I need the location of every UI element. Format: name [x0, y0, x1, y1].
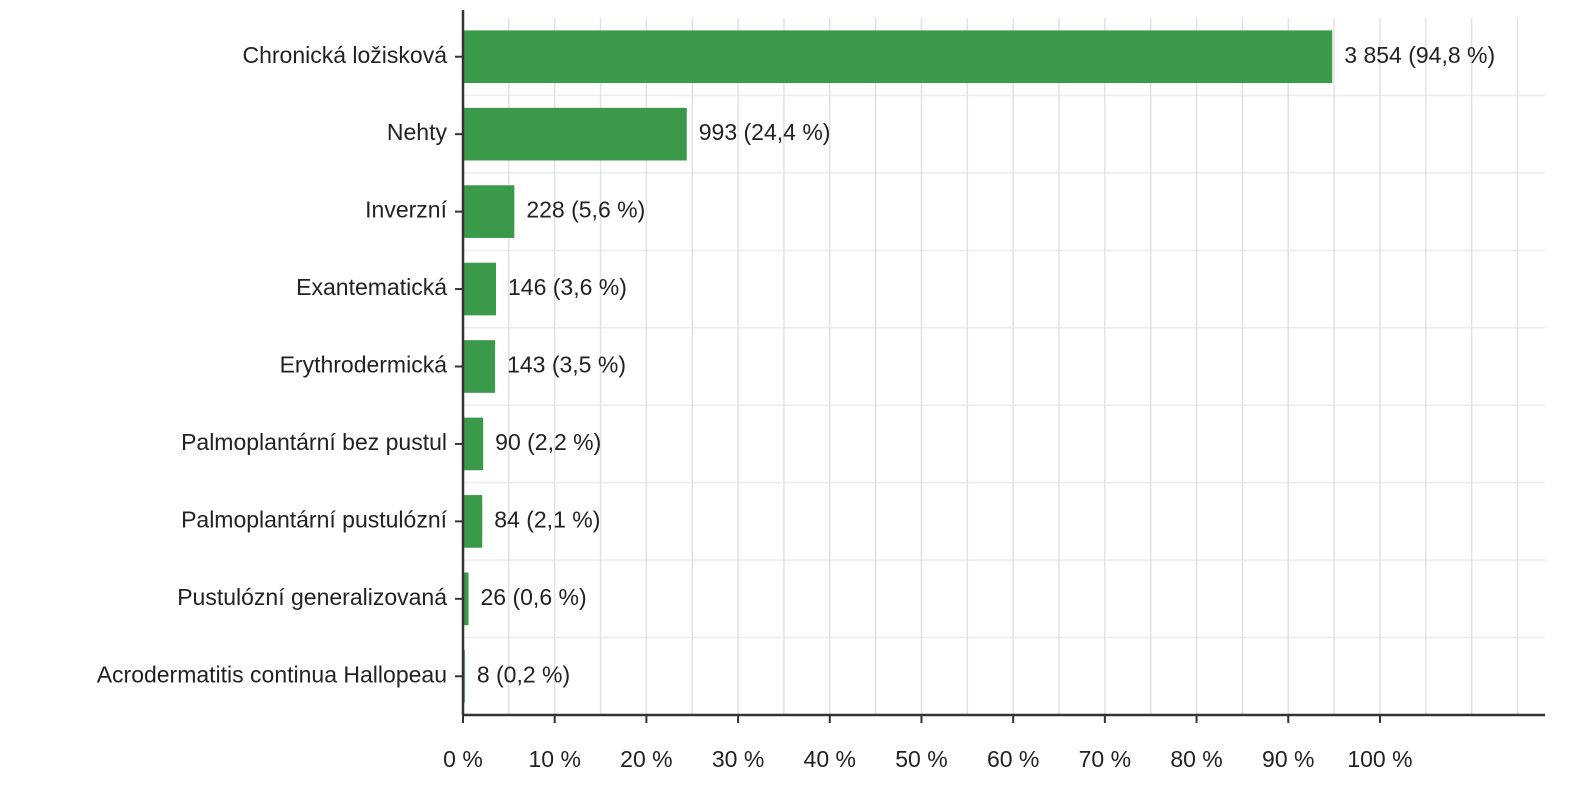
value-label: 228 (5,6 %)	[526, 197, 645, 223]
value-label: 26 (0,6 %)	[481, 584, 587, 610]
value-label: 146 (3,6 %)	[508, 274, 627, 300]
bar	[463, 262, 497, 316]
bar	[463, 30, 1333, 84]
bar	[463, 417, 484, 471]
y-tick-label: Inverzní	[365, 197, 447, 223]
x-tick-label: 20 %	[620, 746, 672, 772]
y-tick-label: Erythrodermická	[280, 352, 448, 378]
bar	[463, 107, 687, 161]
y-tick-label: Acrodermatitis continua Hallopeau	[97, 661, 447, 687]
y-tick-label: Chronická ložisková	[242, 42, 447, 68]
value-label: 3 854 (94,8 %)	[1344, 42, 1495, 68]
y-tick-label: Palmoplantární bez pustul	[181, 429, 447, 455]
value-label: 90 (2,2 %)	[495, 429, 601, 455]
bar	[463, 340, 496, 393]
x-tick-label: 100 %	[1347, 746, 1412, 772]
x-tick-label: 90 %	[1262, 746, 1314, 772]
value-label: 993 (24,4 %)	[699, 119, 831, 145]
bar	[463, 185, 515, 238]
x-tick-label: 50 %	[895, 746, 947, 772]
x-tick-label: 40 %	[804, 746, 856, 772]
x-tick-label: 70 %	[1079, 746, 1131, 772]
x-tick-label: 10 %	[528, 746, 580, 772]
value-label: 143 (3,5 %)	[507, 352, 626, 378]
y-tick-label: Palmoplantární pustulózní	[181, 506, 448, 532]
value-label: 84 (2,1 %)	[494, 506, 600, 532]
bar	[463, 572, 469, 626]
x-tick-label: 80 %	[1170, 746, 1222, 772]
y-tick-label: Nehty	[387, 119, 448, 145]
x-tick-label: 0 %	[443, 746, 483, 772]
y-tick-label: Exantematická	[296, 274, 447, 300]
y-tick-label: Pustulózní generalizovaná	[177, 584, 447, 610]
x-tick-label: 60 %	[987, 746, 1039, 772]
bar	[463, 495, 483, 548]
value-label: 8 (0,2 %)	[477, 661, 570, 687]
x-tick-label: 30 %	[712, 746, 764, 772]
